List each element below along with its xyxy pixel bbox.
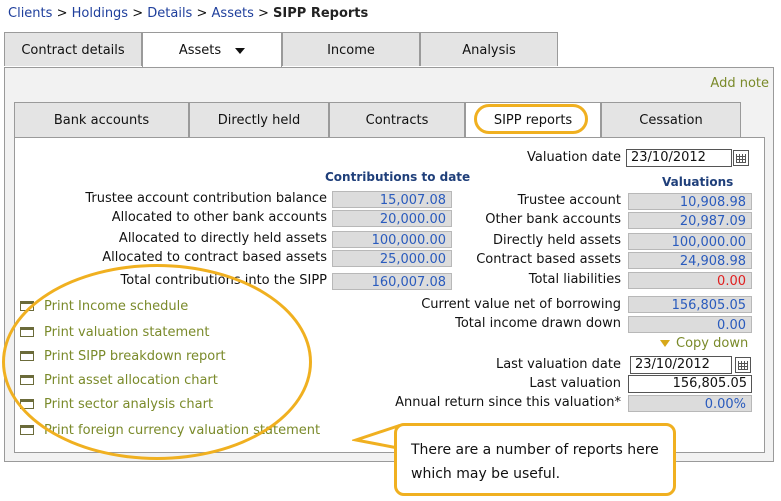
valuation-value: 24,908.98 (628, 252, 752, 269)
tab-assets[interactable]: Assets (142, 32, 282, 68)
breadcrumb-link-details[interactable]: Details (147, 6, 193, 21)
tab-cessation[interactable]: Cessation (601, 102, 741, 138)
contribution-label: Trustee account contribution balance (85, 191, 327, 206)
contribution-label: Allocated to contract based assets (102, 250, 327, 265)
tab-label: Analysis (462, 43, 516, 58)
printer-icon (20, 425, 34, 435)
tab-label: Cessation (639, 113, 703, 128)
contribution-value: 25,000.00 (332, 250, 452, 267)
contribution-value: 20,000.00 (332, 210, 452, 227)
annual-return-label: Annual return since this valuation* (395, 395, 621, 410)
tab-label: SIPP reports (493, 113, 573, 128)
tab-label: Contracts (365, 113, 429, 128)
last-valuation-field[interactable]: 156,805.05 (628, 375, 752, 393)
income-drawn-label: Total income drawn down (455, 316, 621, 331)
breadcrumb-separator: > (257, 6, 269, 21)
callout-box: There are a number of reports here which… (394, 423, 676, 496)
highlight-oval (474, 104, 588, 134)
breadcrumb-link-assets[interactable]: Assets (211, 6, 254, 21)
copy-down-link[interactable]: Copy down (660, 336, 748, 351)
valuation-date-label: Valuation date (526, 150, 621, 165)
tab-label: Income (327, 43, 375, 58)
last-valuation-date-field[interactable]: 23/10/2012 (630, 356, 732, 374)
valuation-label: Trustee account (517, 193, 621, 208)
chevron-down-icon[interactable] (235, 47, 246, 54)
breadcrumb-link-clients[interactable]: Clients (8, 6, 53, 21)
last-valuation-label: Last valuation (529, 376, 621, 391)
valuation-label: Directly held assets (493, 233, 621, 248)
valuation-value: 100,000.00 (628, 233, 752, 250)
last-valuation-date-label: Last valuation date (495, 357, 621, 372)
annual-return-value: 0.00% (628, 395, 752, 412)
tab-analysis[interactable]: Analysis (420, 32, 558, 66)
current-value-value: 156,805.05 (628, 296, 752, 313)
triangle-down-icon (660, 340, 670, 347)
contributions-header: Contributions to date (325, 170, 471, 184)
highlight-oval (2, 264, 312, 460)
breadcrumb-current: SIPP Reports (273, 6, 369, 21)
breadcrumb-link-holdings[interactable]: Holdings (71, 6, 129, 21)
tab-income[interactable]: Income (282, 32, 420, 66)
tab-contract-details[interactable]: Contract details (4, 32, 142, 66)
current-value-label: Current value net of borrowing (421, 297, 621, 312)
breadcrumb-separator: > (196, 6, 208, 21)
breadcrumb-separator: > (56, 6, 68, 21)
tab-label: Contract details (21, 43, 125, 58)
valuation-label: Other bank accounts (485, 212, 621, 227)
copy-down-label: Copy down (676, 336, 749, 351)
tab-directly-held[interactable]: Directly held (189, 102, 329, 138)
valuation-date-field[interactable]: 23/10/2012 (626, 149, 732, 167)
valuation-value: 10,908.98 (628, 193, 752, 210)
contribution-label: Allocated to other bank accounts (111, 210, 327, 225)
tab-contracts[interactable]: Contracts (329, 102, 465, 138)
add-note-link[interactable]: Add note (710, 76, 769, 91)
calendar-icon[interactable] (735, 357, 751, 373)
tab-bank-accounts[interactable]: Bank accounts (14, 102, 189, 138)
tab-label: Bank accounts (53, 113, 150, 128)
tab-label: Directly held (217, 113, 301, 128)
tab-label: Assets (178, 43, 222, 58)
contribution-value: 15,007.08 (332, 191, 452, 208)
contribution-label: Allocated to directly held assets (118, 231, 327, 246)
total-liabilities-label: Total liabilities (528, 272, 621, 287)
valuation-value: 20,987.09 (628, 212, 752, 229)
total-contributions-value: 160,007.08 (332, 273, 452, 290)
valuations-header: Valuations (662, 175, 734, 189)
valuation-label: Contract based assets (476, 252, 621, 267)
breadcrumb-separator: > (132, 6, 144, 21)
breadcrumb: Clients > Holdings > Details > Assets > … (8, 6, 368, 21)
calendar-icon[interactable] (733, 150, 749, 166)
total-liabilities-value: 0.00 (628, 272, 752, 289)
contribution-value: 100,000.00 (332, 231, 452, 248)
income-drawn-value: 0.00 (628, 316, 752, 333)
